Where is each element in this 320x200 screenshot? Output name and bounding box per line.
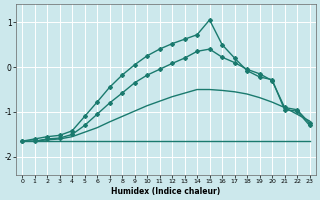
X-axis label: Humidex (Indice chaleur): Humidex (Indice chaleur) <box>111 187 220 196</box>
